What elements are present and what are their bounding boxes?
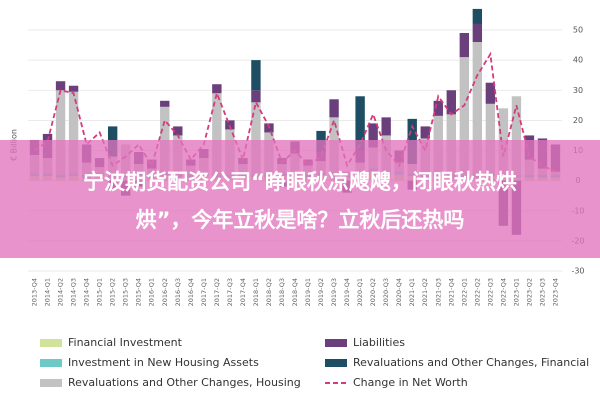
bar-segment: [329, 99, 339, 118]
bar-segment: [446, 90, 456, 115]
x-tick-label: 2019-Q2: [317, 278, 325, 306]
x-tick-label: 2020-Q3: [382, 278, 390, 306]
overlay-text: 宁波期货配资公司“睁眼秋凉飕飕，闭眼秋热烘: [83, 170, 517, 194]
x-tick-label: 2014-Q4: [83, 278, 91, 306]
y-tick-label: 50: [573, 26, 583, 35]
x-tick-label: 2014-Q3: [70, 278, 78, 306]
x-tick-label: 2022-Q3: [486, 278, 494, 306]
x-tick-label: 2022-Q1: [460, 278, 468, 306]
x-tick-label: 2018-Q3: [278, 278, 286, 306]
x-tick-label: 2014-Q1: [44, 278, 52, 306]
bar-segment: [420, 126, 430, 139]
bar-segment: [433, 100, 443, 116]
legend-label: Liabilities: [353, 336, 405, 349]
x-tick-label: 2015-Q4: [135, 278, 143, 306]
legend-label: Change in Net Worth: [353, 376, 468, 389]
x-tick-label: 2023-Q4: [551, 278, 559, 306]
bar-segment: [212, 93, 222, 175]
legend-swatch: [325, 359, 347, 367]
legend-swatch: [40, 339, 62, 347]
x-tick-label: 2021-Q2: [421, 278, 429, 306]
x-tick-label: 2019-Q4: [343, 278, 351, 306]
x-tick-label: 2015-Q1: [96, 278, 104, 306]
legend-swatch: [40, 359, 62, 367]
bar-segment: [251, 90, 261, 103]
x-tick-label: 2018-Q4: [291, 278, 299, 306]
x-tick-label: 2017-Q2: [213, 278, 221, 306]
x-tick-label: 2020-Q1: [356, 278, 364, 306]
x-tick-label: 2013-Q4: [31, 278, 39, 306]
x-tick-label: 2022-Q2: [473, 278, 481, 306]
x-tick-label: 2018-Q1: [252, 278, 260, 306]
x-tick-label: 2023-Q2: [525, 278, 533, 306]
bar-segment: [459, 57, 470, 175]
x-tick-label: 2015-Q2: [109, 278, 117, 306]
x-tick-label: 2021-Q4: [447, 278, 455, 306]
legend-swatch: [40, 379, 62, 387]
bar-segment: [55, 81, 66, 91]
bar-segment: [225, 120, 235, 130]
legend-label: Investment in New Housing Assets: [68, 356, 259, 369]
x-tick-label: 2021-Q3: [434, 278, 442, 306]
bar-segment: [68, 91, 79, 174]
bar-segment: [55, 90, 66, 175]
x-tick-label: 2020-Q2: [369, 278, 377, 306]
x-tick-label: 2022-Q4: [499, 278, 507, 306]
bar-segment: [472, 8, 483, 24]
x-tick-label: 2021-Q1: [408, 278, 416, 306]
x-tick-label: 2016-Q2: [161, 278, 169, 306]
x-tick-label: 2016-Q1: [148, 278, 156, 306]
bar-segment: [472, 23, 483, 43]
bar-segment: [355, 96, 365, 151]
x-tick-label: 2023-Q1: [512, 278, 520, 306]
x-tick-label: 2016-Q3: [174, 278, 182, 306]
bar-segment: [511, 96, 522, 175]
bar-segment: [368, 123, 378, 148]
y-tick-label: -30: [571, 267, 584, 276]
bar-segment: [485, 82, 496, 104]
x-tick-label: 2016-Q4: [187, 278, 195, 306]
bar-segment: [459, 33, 470, 58]
legend-label: Revaluations and Other Changes, Financia…: [353, 356, 589, 369]
bar-segment: [160, 106, 170, 174]
bar-segment: [173, 126, 183, 136]
x-tick-label: 2018-Q2: [265, 278, 273, 306]
bar-segment: [160, 100, 170, 107]
y-tick-label: 20: [573, 116, 583, 125]
x-tick-label: 2014-Q2: [57, 278, 65, 306]
bar-segment: [381, 117, 391, 136]
bar-segment: [212, 84, 222, 94]
x-tick-label: 2017-Q4: [239, 278, 247, 306]
x-tick-label: 2020-Q4: [395, 278, 403, 306]
legend-label: Revaluations and Other Changes, Housing: [68, 376, 301, 389]
bar-segment: [251, 60, 261, 91]
y-tick-label: 40: [573, 56, 583, 65]
x-tick-label: 2019-Q1: [304, 278, 312, 306]
bar-segment: [68, 85, 79, 92]
bar-segment: [472, 42, 483, 175]
x-tick-label: 2015-Q3: [122, 278, 130, 306]
x-tick-label: 2023-Q3: [538, 278, 546, 306]
bar-segment: [251, 102, 261, 175]
bar-segment: [485, 103, 496, 174]
y-tick-label: 30: [573, 86, 583, 95]
legend-label: Financial Investment: [68, 336, 183, 349]
x-tick-label: 2017-Q3: [226, 278, 234, 306]
x-tick-label: 2019-Q3: [330, 278, 338, 306]
overlay-banner: [0, 140, 600, 258]
legend-swatch: [325, 339, 347, 347]
overlay-text: 烘”，今年立秋是啥？立秋后还热吗: [136, 208, 465, 232]
x-tick-label: 2017-Q1: [200, 278, 208, 306]
